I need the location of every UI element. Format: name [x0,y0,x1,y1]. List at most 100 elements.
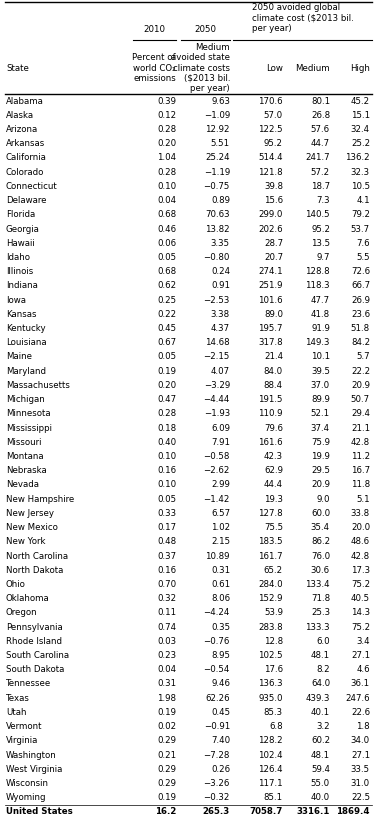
Text: 48.1: 48.1 [311,751,330,760]
Text: 91.9: 91.9 [311,324,330,333]
Text: 44.4: 44.4 [264,481,283,490]
Text: −0.58: −0.58 [204,452,230,461]
Text: 22.5: 22.5 [351,793,370,802]
Text: 514.4: 514.4 [258,153,283,162]
Text: −3.26: −3.26 [204,779,230,788]
Text: 183.5: 183.5 [258,537,283,546]
Text: 10.89: 10.89 [206,551,230,560]
Text: Connecticut: Connecticut [6,182,58,191]
Text: 85.3: 85.3 [264,708,283,717]
Text: 0.35: 0.35 [211,622,230,631]
Text: 251.9: 251.9 [258,281,283,291]
Text: 935.0: 935.0 [258,694,283,703]
Text: 4.1: 4.1 [356,196,370,205]
Text: 15.6: 15.6 [264,196,283,205]
Text: 5.7: 5.7 [356,352,370,361]
Text: 75.5: 75.5 [264,523,283,532]
Text: 0.29: 0.29 [157,779,176,788]
Text: 15.1: 15.1 [351,111,370,120]
Text: 19.3: 19.3 [264,495,283,504]
Text: 52.1: 52.1 [311,409,330,418]
Text: 25.2: 25.2 [351,139,370,148]
Text: 66.7: 66.7 [351,281,370,291]
Text: 191.5: 191.5 [258,395,283,404]
Text: 241.7: 241.7 [305,153,330,162]
Text: Kansas: Kansas [6,309,36,319]
Text: Oregon: Oregon [6,608,38,617]
Text: Minnesota: Minnesota [6,409,51,418]
Text: 0.89: 0.89 [211,196,230,205]
Text: 20.9: 20.9 [351,381,370,390]
Text: −4.24: −4.24 [204,608,230,617]
Text: 29.5: 29.5 [311,466,330,475]
Text: 60.0: 60.0 [311,509,330,518]
Text: 55.0: 55.0 [311,779,330,788]
Text: 0.46: 0.46 [157,225,176,234]
Text: Ohio: Ohio [6,580,26,589]
Text: 31.0: 31.0 [351,779,370,788]
Text: −0.54: −0.54 [204,665,230,674]
Text: Hawaii: Hawaii [6,239,35,248]
Text: 0.19: 0.19 [157,793,176,802]
Text: 28.7: 28.7 [264,239,283,248]
Text: 75.9: 75.9 [311,438,330,447]
Text: Texas: Texas [6,694,30,703]
Text: 0.06: 0.06 [157,239,176,248]
Text: 59.4: 59.4 [311,765,330,774]
Text: 33.5: 33.5 [351,765,370,774]
Text: 64.0: 64.0 [311,680,330,689]
Text: −2.15: −2.15 [204,352,230,361]
Text: Medium: Medium [296,63,330,72]
Text: 0.10: 0.10 [157,452,176,461]
Text: 6.0: 6.0 [316,637,330,646]
Text: 0.61: 0.61 [211,580,230,589]
Text: 161.7: 161.7 [258,551,283,560]
Text: 50.7: 50.7 [351,395,370,404]
Text: 7.6: 7.6 [356,239,370,248]
Text: Iowa: Iowa [6,295,26,305]
Text: 0.17: 0.17 [157,523,176,532]
Text: Delaware: Delaware [6,196,46,205]
Text: 23.6: 23.6 [351,309,370,319]
Text: 136.3: 136.3 [258,680,283,689]
Text: 20.7: 20.7 [264,253,283,262]
Text: 95.2: 95.2 [264,139,283,148]
Text: 3.4: 3.4 [356,637,370,646]
Text: 101.6: 101.6 [258,295,283,305]
Text: 62.9: 62.9 [264,466,283,475]
Text: 0.39: 0.39 [157,96,176,105]
Text: 8.95: 8.95 [211,651,230,660]
Text: Missouri: Missouri [6,438,42,447]
Text: Maine: Maine [6,352,32,361]
Text: 0.19: 0.19 [157,708,176,717]
Text: 80.1: 80.1 [311,96,330,105]
Text: Wyoming: Wyoming [6,793,46,802]
Text: 7058.7: 7058.7 [250,807,283,816]
Text: 283.8: 283.8 [258,622,283,631]
Text: New Jersey: New Jersey [6,509,54,518]
Text: 0.67: 0.67 [157,338,176,347]
Text: 6.57: 6.57 [211,509,230,518]
Text: 48.1: 48.1 [311,651,330,660]
Text: 4.6: 4.6 [356,665,370,674]
Text: High: High [350,63,370,72]
Text: 3.38: 3.38 [211,309,230,319]
Text: 19.9: 19.9 [311,452,330,461]
Text: United States: United States [6,807,73,816]
Text: 5.51: 5.51 [211,139,230,148]
Text: 0.10: 0.10 [157,182,176,191]
Text: 0.37: 0.37 [157,551,176,560]
Text: 57.0: 57.0 [264,111,283,120]
Text: 29.4: 29.4 [351,409,370,418]
Text: 79.6: 79.6 [264,424,283,433]
Text: 36.1: 36.1 [351,680,370,689]
Text: 70.63: 70.63 [206,211,230,220]
Text: Nevada: Nevada [6,481,39,490]
Text: 32.4: 32.4 [351,125,370,134]
Text: Rhode Island: Rhode Island [6,637,62,646]
Text: 14.3: 14.3 [351,608,370,617]
Text: 136.2: 136.2 [345,153,370,162]
Text: 7.91: 7.91 [211,438,230,447]
Text: −2.53: −2.53 [204,295,230,305]
Text: 79.2: 79.2 [351,211,370,220]
